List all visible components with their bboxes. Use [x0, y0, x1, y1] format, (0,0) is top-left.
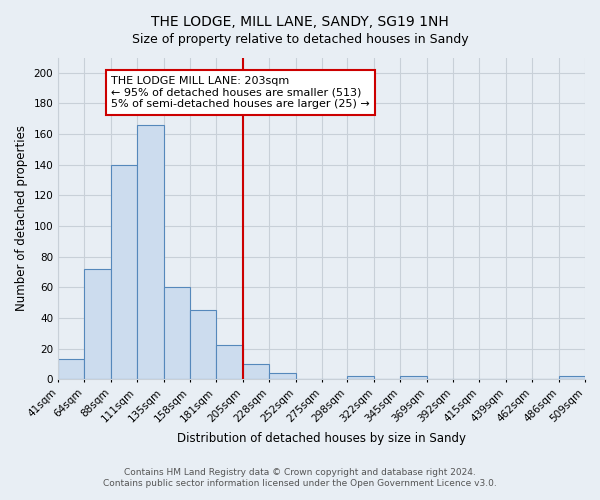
- Text: THE LODGE MILL LANE: 203sqm
← 95% of detached houses are smaller (513)
5% of sem: THE LODGE MILL LANE: 203sqm ← 95% of det…: [111, 76, 370, 109]
- Text: Contains HM Land Registry data © Crown copyright and database right 2024.
Contai: Contains HM Land Registry data © Crown c…: [103, 468, 497, 487]
- Bar: [137, 125, 164, 379]
- Y-axis label: Number of detached properties: Number of detached properties: [15, 126, 28, 312]
- Bar: [216, 346, 243, 379]
- Bar: [84, 269, 111, 379]
- Bar: [111, 164, 137, 379]
- Bar: [559, 376, 585, 379]
- Bar: [400, 376, 427, 379]
- Text: THE LODGE, MILL LANE, SANDY, SG19 1NH: THE LODGE, MILL LANE, SANDY, SG19 1NH: [151, 15, 449, 29]
- Bar: [243, 364, 269, 379]
- Bar: [58, 360, 84, 379]
- X-axis label: Distribution of detached houses by size in Sandy: Distribution of detached houses by size …: [177, 432, 466, 445]
- Bar: [347, 376, 374, 379]
- Text: Size of property relative to detached houses in Sandy: Size of property relative to detached ho…: [131, 32, 469, 46]
- Bar: [164, 288, 190, 379]
- Bar: [190, 310, 216, 379]
- Bar: [269, 373, 296, 379]
